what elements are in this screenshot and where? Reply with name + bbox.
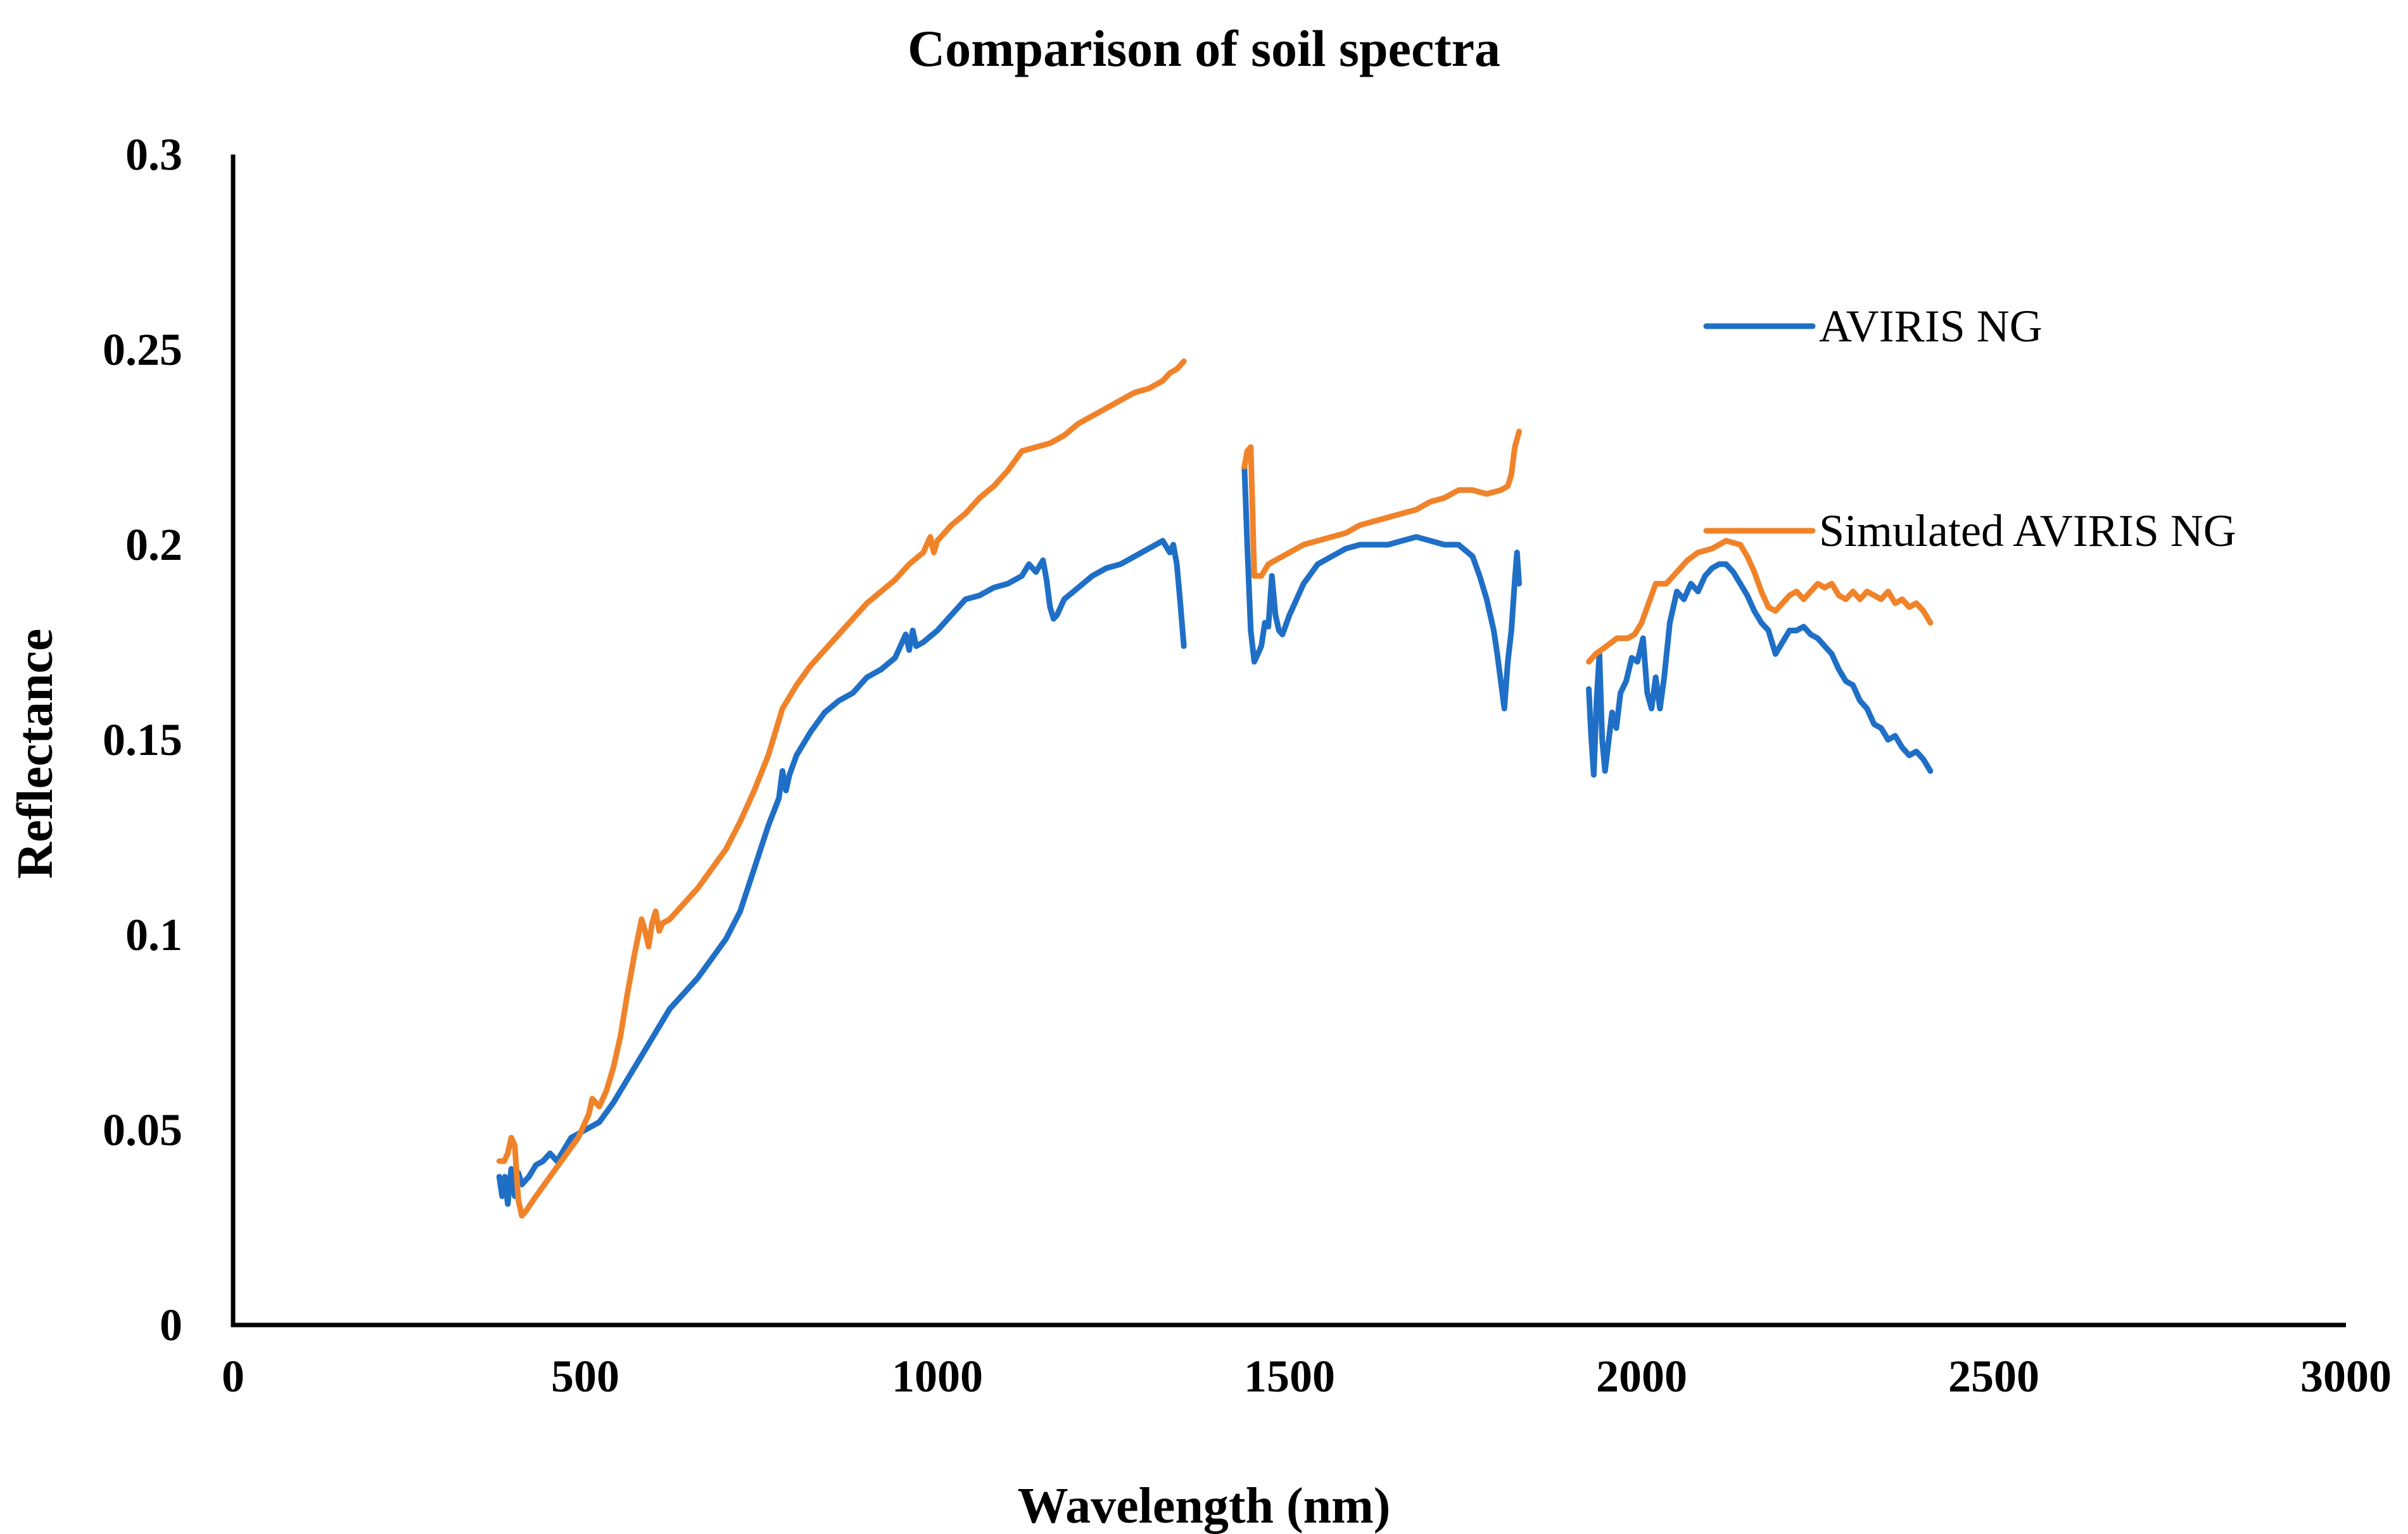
legend-label-series-2: Simulated AVIRIS NG	[1819, 505, 2236, 556]
series-2-line-segment-2	[1241, 428, 1522, 579]
y-tick-label: 0.25	[103, 324, 182, 375]
series-1-line-segment-2	[1241, 464, 1522, 712]
series-layer	[496, 358, 1934, 1219]
y-tick-label: 0.2	[125, 519, 182, 570]
legend-label-series-1: AVIRIS NG	[1819, 301, 2043, 352]
x-tick-label: 2500	[1948, 1351, 2039, 1402]
x-tick-label: 500	[551, 1351, 619, 1402]
series-1-line-segment-1	[496, 538, 1187, 1207]
axis-layer	[231, 155, 2346, 1328]
tick-labels: 0 500 1000 1500 2000 2500 3000 0 0.05 0.1 0.15 0.2 0…	[103, 129, 2392, 1402]
x-tick-label: 0	[222, 1351, 244, 1402]
chart-title: Comparison of soil spectra	[908, 20, 1500, 77]
x-tick-label: 2000	[1596, 1351, 1687, 1402]
y-tick-label: 0.1	[125, 910, 182, 960]
legend: AVIRIS NG Simulated AVIRIS NG	[1703, 301, 2236, 556]
x-tick-label: 1500	[1244, 1351, 1335, 1402]
x-tick-label: 3000	[2300, 1351, 2392, 1402]
y-axis-title: Reflectance	[8, 628, 63, 878]
y-tick-label: 0	[160, 1300, 182, 1350]
x-tick-label: 1000	[892, 1351, 983, 1402]
y-tick-label: 0.15	[103, 714, 182, 765]
y-tick-label: 0.05	[103, 1105, 182, 1155]
x-axis-title: Wavelength (nm)	[1018, 1478, 1391, 1534]
series-2-line-segment-1	[496, 358, 1187, 1219]
y-tick-label: 0.3	[125, 129, 182, 180]
series-1-line-segment-3	[1586, 561, 1934, 778]
series-2-line-segment-3	[1586, 538, 1934, 665]
